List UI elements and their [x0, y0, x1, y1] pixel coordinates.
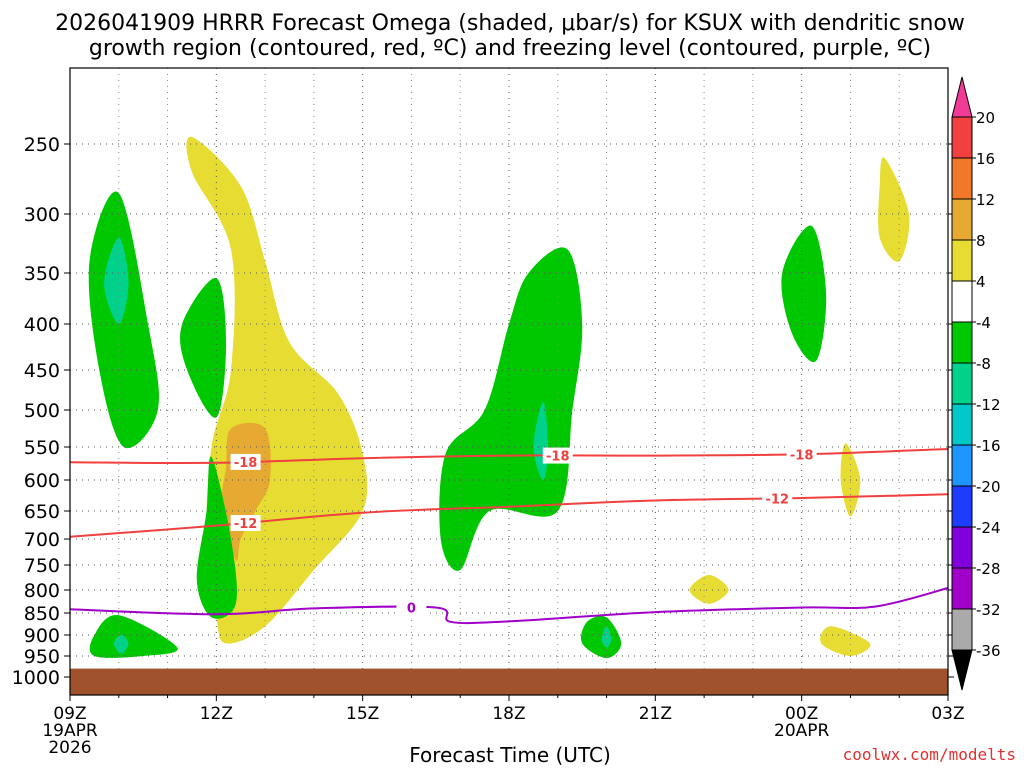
colorbar: 20 16 12 8 4 -4 -8 -12 -16 -20 -24 -28 -32 -36 — [951, 76, 1001, 691]
colorbar-label--24: -24 — [976, 519, 1001, 537]
y-tick-label-450: 450 — [24, 360, 60, 382]
chart-title-line-1: 2026041909 HRRR Forecast Omega (shaded, … — [55, 11, 965, 36]
isotherm-minus18-label-bg-2 — [786, 446, 817, 463]
colorbar-box-12 — [951, 608, 973, 651]
isotherm-minus12-label-bg-1 — [762, 490, 793, 507]
y-tick-label-300: 300 — [24, 204, 60, 226]
colorbar-label-16: 16 — [976, 150, 995, 168]
plot-area: -18 -18 -18 -12 -12 0 — [69, 67, 949, 696]
x-tick-label-18Z: 18Z — [492, 704, 525, 724]
freezing-level-line — [69, 587, 949, 625]
isotherm-minus18-label-bg-0 — [230, 453, 261, 470]
y-tick-label-500: 500 — [24, 400, 60, 422]
isotherm-minus18-label-1: -18 — [546, 450, 570, 465]
y-tick-label-800: 800 — [24, 580, 60, 602]
omega-region--4-14 — [580, 615, 622, 659]
y-tick-label-850: 850 — [24, 603, 60, 625]
omega-region--8-7 — [104, 237, 129, 324]
omega-region-4-5 — [820, 626, 871, 656]
isotherm-minus12-label-1: -12 — [766, 492, 790, 507]
y-axis-pressure: 2503003504004505005506006507007508008509… — [12, 134, 954, 689]
omega-region--4-12 — [781, 225, 827, 363]
isotherm-minus12-label-bg-0 — [230, 514, 261, 531]
x-tick-sublabel-19APR: 19APR — [42, 721, 98, 741]
omega-region--4-6 — [88, 191, 159, 449]
colorbar-label--28: -28 — [976, 560, 1001, 578]
colorbar-box-8 — [951, 444, 973, 487]
colorbar-box-2 — [951, 198, 973, 241]
freezing-level-label-bg-0 — [396, 599, 427, 616]
y-tick-label-650: 650 — [24, 501, 60, 523]
y-tick-label-900: 900 — [24, 625, 60, 647]
terrain-ground — [70, 668, 948, 695]
omega-region--4-9 — [196, 456, 238, 619]
y-tick-label-550: 550 — [24, 437, 60, 459]
colorbar-bottom-arrow — [951, 649, 973, 691]
x-tick-sublabel-20APR: 20APR — [774, 721, 830, 741]
colorbar-label--4: -4 — [976, 314, 991, 332]
colorbar-box-1 — [951, 157, 973, 200]
y-tick-label-700: 700 — [24, 529, 60, 551]
colorbar-label-12: 12 — [976, 191, 995, 209]
grid — [70, 68, 948, 695]
y-tick-label-350: 350 — [24, 263, 60, 285]
colorbar-label--12: -12 — [976, 396, 1001, 414]
chart-title-line-2: growth region (contoured, red, ºC) and f… — [89, 36, 931, 61]
x-tick-label-15Z: 15Z — [346, 704, 379, 724]
isotherm-minus18-label-bg-1 — [542, 447, 573, 464]
colorbar-box-5 — [951, 321, 973, 364]
isotherm-minus18-label-0: -18 — [234, 456, 258, 471]
y-tick-label-1000: 1000 — [12, 667, 60, 689]
omega-region--4-8 — [180, 277, 227, 418]
omega-region--4-10 — [439, 247, 583, 571]
credit-link[interactable]: coolwx.com/modelts — [843, 745, 1016, 764]
colorbar-label--8: -8 — [976, 355, 991, 373]
y-tick-label-600: 600 — [24, 470, 60, 492]
isotherm-minus12-line — [69, 493, 949, 538]
colorbar-label--32: -32 — [976, 601, 1001, 619]
colorbar-top-arrow — [951, 76, 973, 118]
colorbar-box-11 — [951, 567, 973, 610]
omega-region-4-2 — [878, 157, 910, 262]
colorbar-label--16: -16 — [976, 437, 1001, 455]
omega-region--8-16 — [601, 626, 612, 648]
y-tick-label-950: 950 — [24, 646, 60, 668]
freezing-level-label-0: 0 — [407, 602, 416, 617]
x-tick-label-03Z: 03Z — [931, 704, 964, 724]
isotherm-minus18-label-2: -18 — [790, 448, 814, 463]
x-tick-label-21Z: 21Z — [639, 704, 672, 724]
colorbar-label-4: 4 — [976, 273, 986, 291]
colorbar-box-3 — [951, 239, 973, 282]
omega-region--8-15 — [113, 635, 129, 654]
omega-region-4-4 — [689, 575, 729, 604]
colorbar-box-10 — [951, 526, 973, 569]
x-tick-label-12Z: 12Z — [200, 704, 233, 724]
x-tick-label-00Z: 00Z — [785, 704, 818, 724]
colorbar-box-0 — [951, 116, 973, 159]
y-tick-label-250: 250 — [24, 134, 60, 156]
colorbar-label-8: 8 — [976, 232, 986, 250]
y-tick-label-750: 750 — [24, 555, 60, 577]
x-tick-year-2026: 2026 — [48, 738, 91, 758]
colorbar-box-9 — [951, 485, 973, 528]
x-tick-label-09Z: 09Z — [53, 704, 86, 724]
x-axis-label: Forecast Time (UTC) — [409, 743, 611, 767]
colorbar-label-20: 20 — [976, 109, 995, 127]
isotherm-minus12-label-0: -12 — [234, 517, 258, 532]
colorbar-label--36: -36 — [976, 642, 1001, 660]
y-tick-label-400: 400 — [24, 314, 60, 336]
colorbar-label--20: -20 — [976, 478, 1001, 496]
colorbar-box-4 — [951, 280, 973, 323]
colorbar-box-7 — [951, 403, 973, 446]
colorbar-box-6 — [951, 362, 973, 405]
omega-region--4-13 — [89, 615, 178, 658]
